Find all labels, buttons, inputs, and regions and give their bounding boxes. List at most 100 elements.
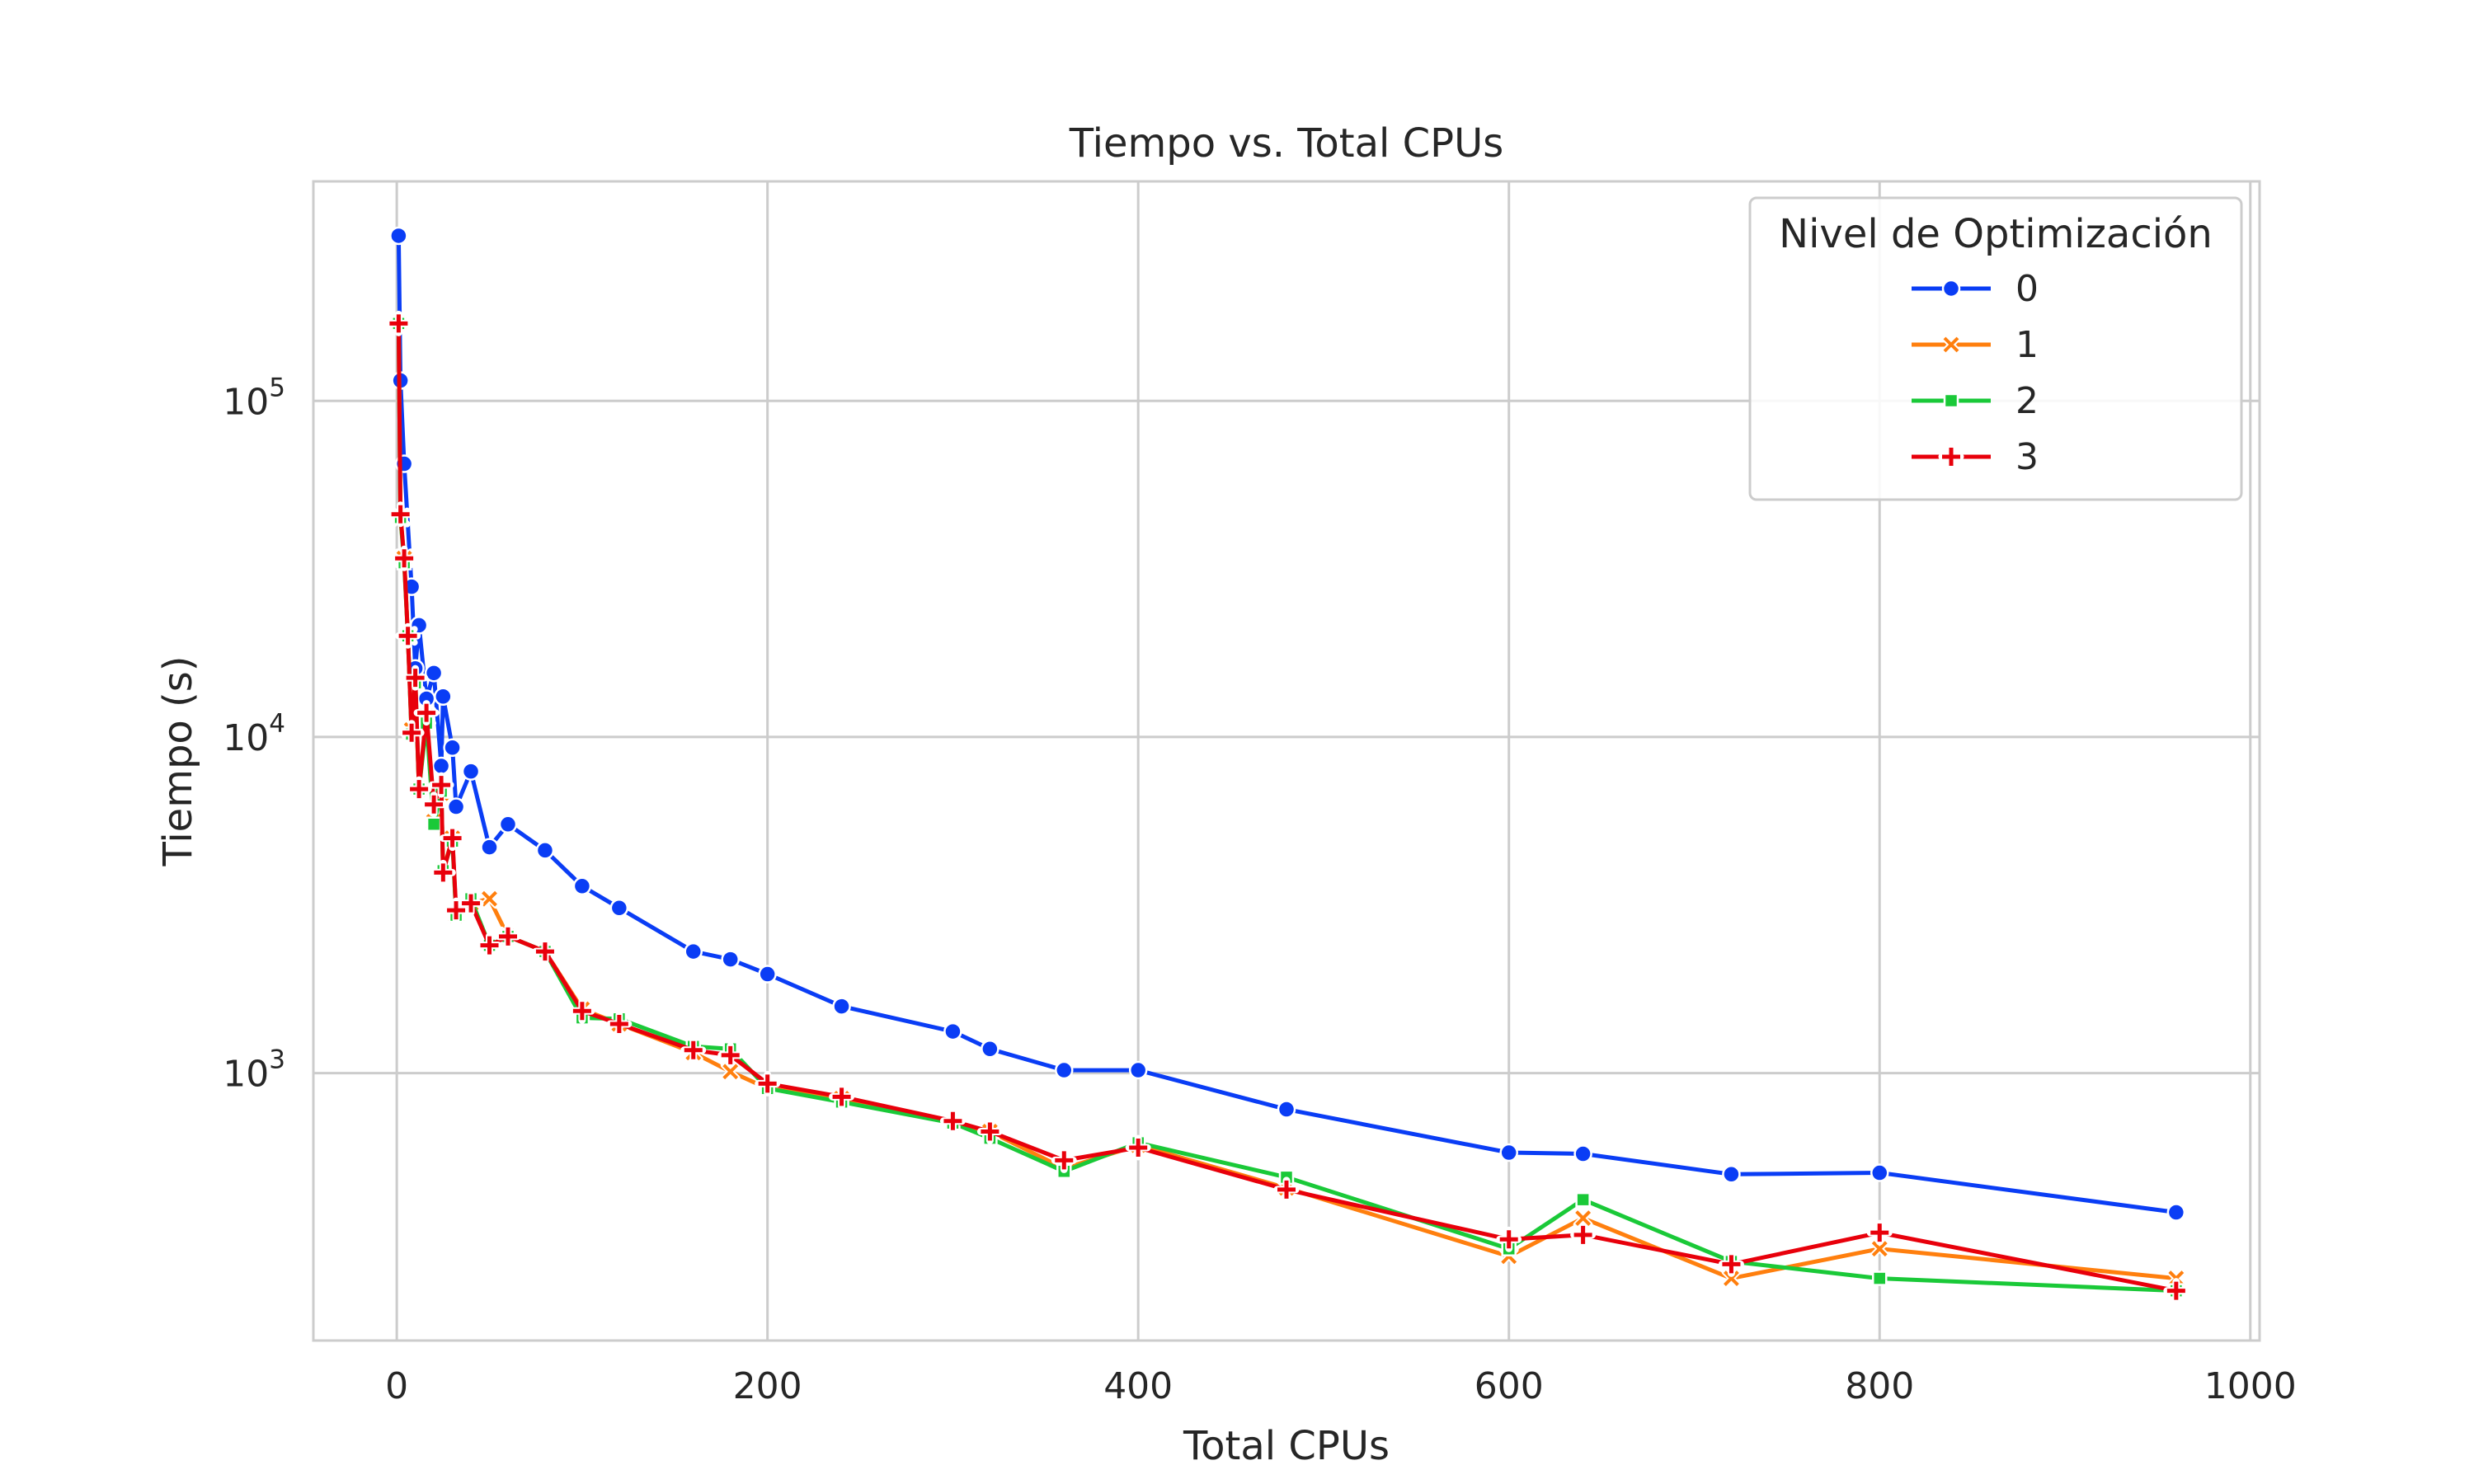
data-point [721, 950, 740, 969]
data-point [430, 859, 456, 885]
y-axis-ticks: 103 104 105 [223, 373, 285, 1095]
data-point [443, 897, 469, 923]
data-point [461, 762, 481, 781]
data-point [606, 1011, 633, 1037]
data-point [2166, 1203, 2186, 1222]
data-point [939, 1108, 966, 1134]
data-point [609, 899, 629, 918]
x-axis-label: Total CPUs [1183, 1423, 1390, 1469]
data-point [406, 776, 432, 802]
legend-entry-1: 1 [1912, 324, 2039, 366]
y-tick-label: 105 [223, 373, 285, 423]
data-point [402, 665, 429, 691]
x-tick-label: 400 [1103, 1365, 1173, 1407]
data-point [758, 965, 777, 984]
data-point [680, 1037, 707, 1064]
legend-marker [1938, 444, 1964, 470]
data-point [1871, 1270, 1888, 1286]
x-tick-label: 1000 [2204, 1365, 2297, 1407]
data-point [569, 998, 595, 1024]
legend-label: 2 [2015, 380, 2039, 422]
x-tick-label: 0 [385, 1365, 408, 1407]
data-point [832, 997, 851, 1016]
data-point [1570, 1222, 1597, 1248]
data-point [1055, 1060, 1074, 1080]
legend-marker [1941, 335, 1961, 355]
data-point [1870, 1238, 1890, 1259]
data-point [498, 815, 518, 834]
data-point [479, 889, 500, 909]
y-tick-label: 103 [223, 1045, 285, 1096]
x-tick-label: 600 [1475, 1365, 1544, 1407]
legend-marker [1943, 392, 1959, 409]
data-point [2163, 1278, 2189, 1304]
data-point [1128, 1060, 1148, 1080]
legend: Nivel de Optimización 0 1 2 3 [1748, 196, 2243, 501]
data-point [391, 545, 417, 571]
data-point [477, 932, 503, 959]
data-point [413, 700, 440, 726]
data-point [1273, 1176, 1300, 1203]
data-point [1051, 1147, 1077, 1173]
data-point [1721, 1268, 1742, 1289]
legend-entries: 0 1 2 3 [1912, 268, 2039, 478]
data-point [495, 923, 521, 950]
legend-title: Nivel de Optimización [1779, 211, 2213, 257]
legend-label: 3 [2015, 436, 2039, 478]
legend-label: 1 [2015, 324, 2039, 366]
data-point [1277, 1100, 1296, 1119]
data-point [385, 310, 412, 336]
data-point [426, 816, 442, 833]
y-tick-label: 104 [223, 709, 285, 759]
legend-entry-0: 0 [1912, 268, 2039, 310]
data-point [1499, 1143, 1518, 1162]
data-point [480, 838, 499, 857]
data-point [829, 1083, 855, 1110]
legend-label: 0 [2015, 268, 2039, 310]
x-tick-label: 200 [733, 1365, 802, 1407]
data-point [431, 756, 451, 776]
data-point [755, 1070, 781, 1097]
data-point [1575, 1191, 1591, 1208]
legend-entry-2: 2 [1912, 380, 2039, 422]
data-point [1866, 1219, 1893, 1246]
data-point [981, 1040, 999, 1059]
legend-marker [1941, 279, 1961, 298]
data-point [720, 1061, 741, 1082]
legend-box [1748, 196, 2243, 501]
data-point [458, 890, 484, 917]
data-point [395, 622, 421, 649]
plot-frame [312, 180, 2261, 1342]
data-point [446, 797, 466, 816]
data-point [443, 738, 462, 758]
data-point [388, 501, 414, 528]
data-point [572, 876, 592, 896]
data-point [421, 791, 447, 818]
x-axis-ticks: 0 200 400 600 800 1000 [385, 1365, 2297, 1407]
data-point [389, 226, 408, 246]
data-point [1496, 1226, 1522, 1252]
data-point [440, 825, 466, 852]
data-point [943, 1021, 962, 1041]
series-layer [385, 226, 2189, 1304]
data-point [532, 938, 558, 965]
y-axis-label: Tiempo (s) [155, 655, 201, 866]
data-point [1573, 1208, 1593, 1228]
legend-entry-3: 3 [1912, 436, 2039, 478]
data-point [535, 841, 555, 860]
data-point [1870, 1163, 1889, 1182]
x-tick-label: 800 [1845, 1365, 1914, 1407]
data-point [1718, 1251, 1744, 1277]
chart-title: Tiempo vs. Total CPUs [1069, 120, 1503, 167]
data-point [424, 664, 444, 683]
series-3 [385, 310, 2189, 1304]
data-point [1573, 1144, 1592, 1163]
data-point [1125, 1134, 1151, 1161]
data-point [976, 1118, 1003, 1144]
data-point [684, 942, 703, 961]
data-point [428, 772, 454, 798]
data-point [398, 720, 425, 746]
data-point [1722, 1165, 1741, 1184]
data-point [434, 687, 453, 707]
